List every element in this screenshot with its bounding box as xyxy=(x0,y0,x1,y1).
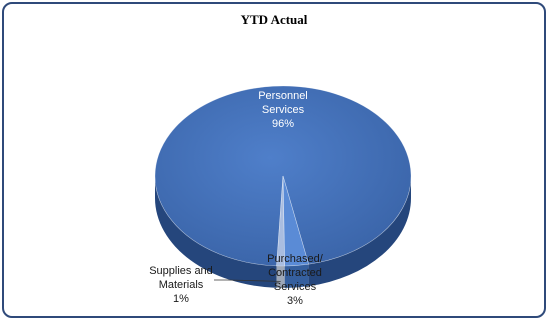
pie-slice-2 xyxy=(276,175,285,267)
slice-label-1: Purchased/Contracted Services 3% xyxy=(267,253,324,307)
slice-label-2: Supplies and Materials 1% xyxy=(149,265,213,305)
pie-side-2 xyxy=(276,265,285,288)
leader-line xyxy=(214,279,281,282)
pie-labels: Personnel Services 96% Purchased/Contracted… xyxy=(149,90,324,307)
slice-label-0: Personnel Services 96% xyxy=(258,90,308,130)
chart-title: YTD Actual xyxy=(241,12,308,27)
pie-side-1 xyxy=(284,264,309,288)
pie-slices xyxy=(154,85,412,267)
pie-slice-0 xyxy=(154,85,412,267)
pie-side-0 xyxy=(155,176,277,288)
